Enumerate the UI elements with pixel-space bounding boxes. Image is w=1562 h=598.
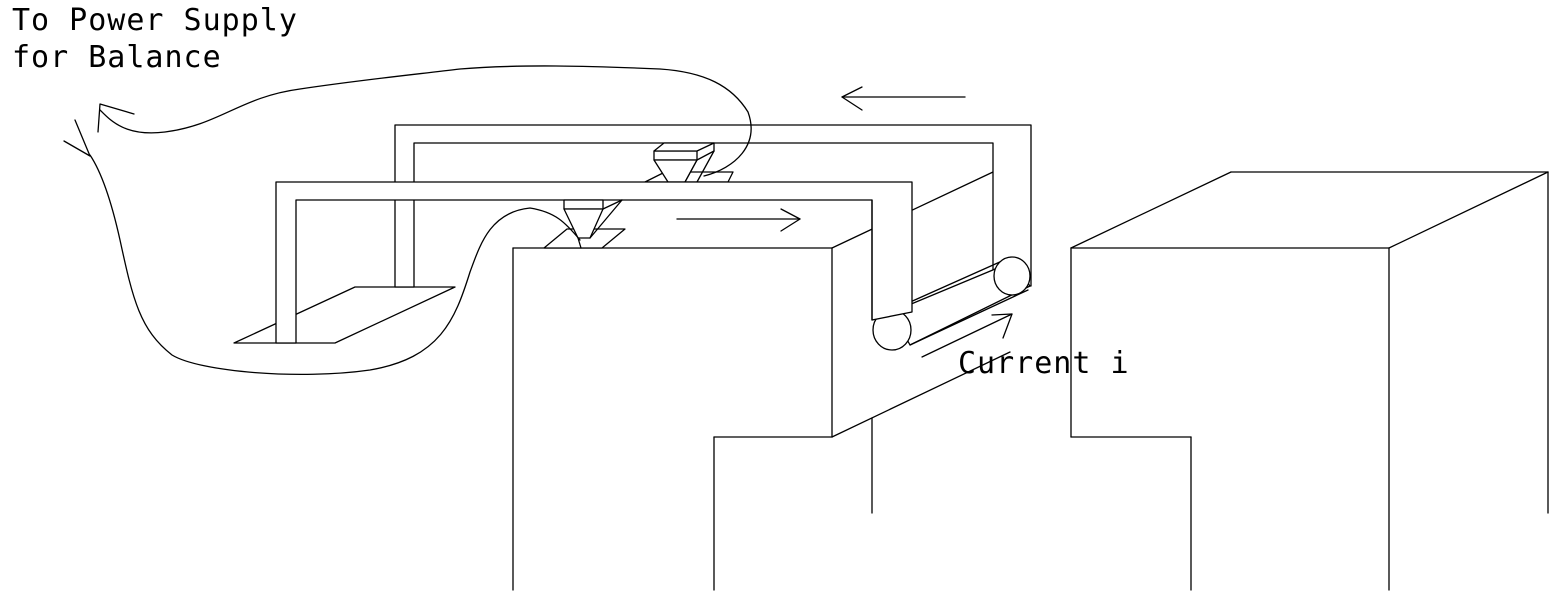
power-supply-label-line1: To Power Supply xyxy=(12,3,298,38)
front-knife-edge xyxy=(543,199,626,249)
current-label: Current i xyxy=(958,346,1130,381)
front-frame-rod xyxy=(275,181,913,344)
lead-wire-upper xyxy=(99,65,752,177)
arrow-current-back-rod xyxy=(841,86,966,111)
arrow-current-front-rod xyxy=(676,208,801,232)
back-frame-rod xyxy=(394,124,1032,288)
wire-arrowhead-lower xyxy=(63,119,91,157)
power-supply-label-line2: for Balance xyxy=(12,40,222,75)
back-knife-edge xyxy=(644,142,734,183)
arrow-current-bar xyxy=(921,313,1013,358)
current-bar xyxy=(872,256,1031,351)
power-supply-label: To Power Supply for Balance xyxy=(12,2,298,76)
balance-base-plate xyxy=(233,286,456,344)
right-magnet-pole xyxy=(1070,171,1549,591)
lead-wire-lower xyxy=(89,154,581,375)
wire-arrowhead-upper xyxy=(97,103,135,133)
